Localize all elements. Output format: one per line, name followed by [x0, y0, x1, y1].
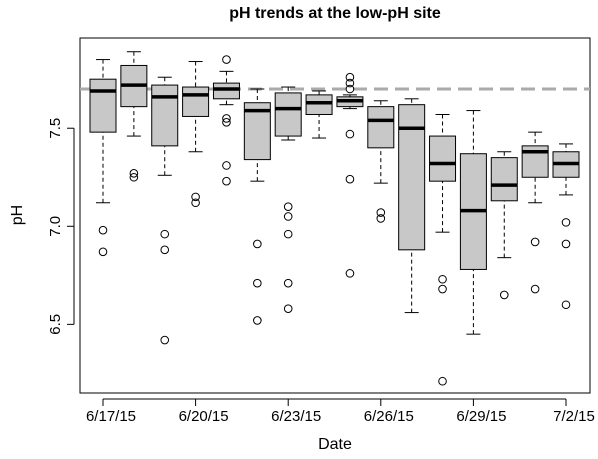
outlier: [345, 84, 355, 94]
outlier: [561, 300, 571, 310]
outlier: [283, 229, 293, 239]
outlier: [438, 274, 447, 284]
outlier: [438, 376, 447, 386]
outlier: [561, 218, 571, 227]
outlier: [345, 129, 355, 139]
box: [367, 106, 395, 149]
x-tick-label: 6/23/15: [271, 408, 321, 425]
outlier: [345, 269, 355, 278]
outlier: [345, 72, 355, 82]
outlier: [191, 198, 200, 208]
box: [398, 104, 426, 251]
box: [212, 82, 240, 100]
outlier: [345, 78, 355, 88]
outlier: [376, 214, 386, 223]
box: [429, 135, 457, 182]
box: [182, 86, 210, 117]
box: [151, 84, 179, 147]
outlier: [376, 208, 386, 217]
outlier: [283, 304, 293, 313]
outlier: [345, 174, 355, 184]
outlier: [98, 225, 108, 235]
outlier: [253, 239, 262, 249]
outlier: [283, 202, 293, 211]
outlier: [222, 55, 231, 64]
outlier: [561, 239, 571, 249]
x-tick-label: 6/20/15: [179, 408, 229, 425]
outlier: [253, 316, 262, 325]
outlier: [438, 284, 447, 294]
x-tick-label: 6/17/15: [86, 408, 136, 425]
outlier: [283, 212, 293, 221]
outlier: [160, 229, 170, 239]
outlier: [530, 284, 540, 294]
outlier: [160, 335, 170, 345]
outlier: [530, 237, 540, 247]
chart-title: pH trends at the low-pH site: [229, 5, 441, 22]
x-axis-label: Date: [318, 436, 352, 453]
outlier: [160, 245, 170, 255]
outlier: [129, 169, 139, 178]
outlier: [222, 161, 231, 170]
box: [274, 92, 302, 137]
outlier: [283, 278, 293, 288]
x-tick-label: 6/29/15: [456, 408, 506, 425]
plot-frame: [79, 37, 591, 394]
box: [305, 94, 333, 115]
box: [490, 157, 518, 202]
y-tick-label: 7.0: [47, 216, 64, 237]
y-tick-label: 7.5: [47, 118, 64, 139]
x-tick-label: 7/2/15: [553, 408, 595, 425]
x-tick-label: 6/26/15: [364, 408, 414, 425]
outlier: [499, 290, 509, 300]
outlier: [191, 192, 200, 202]
y-axis-label: pH: [9, 205, 26, 225]
outlier: [129, 172, 139, 182]
outlier: [253, 278, 262, 288]
box: [89, 78, 117, 133]
outlier: [222, 114, 231, 123]
outlier: [222, 118, 231, 127]
y-tick-label: 6.5: [47, 314, 64, 335]
outlier: [98, 247, 108, 257]
outlier: [222, 176, 231, 186]
